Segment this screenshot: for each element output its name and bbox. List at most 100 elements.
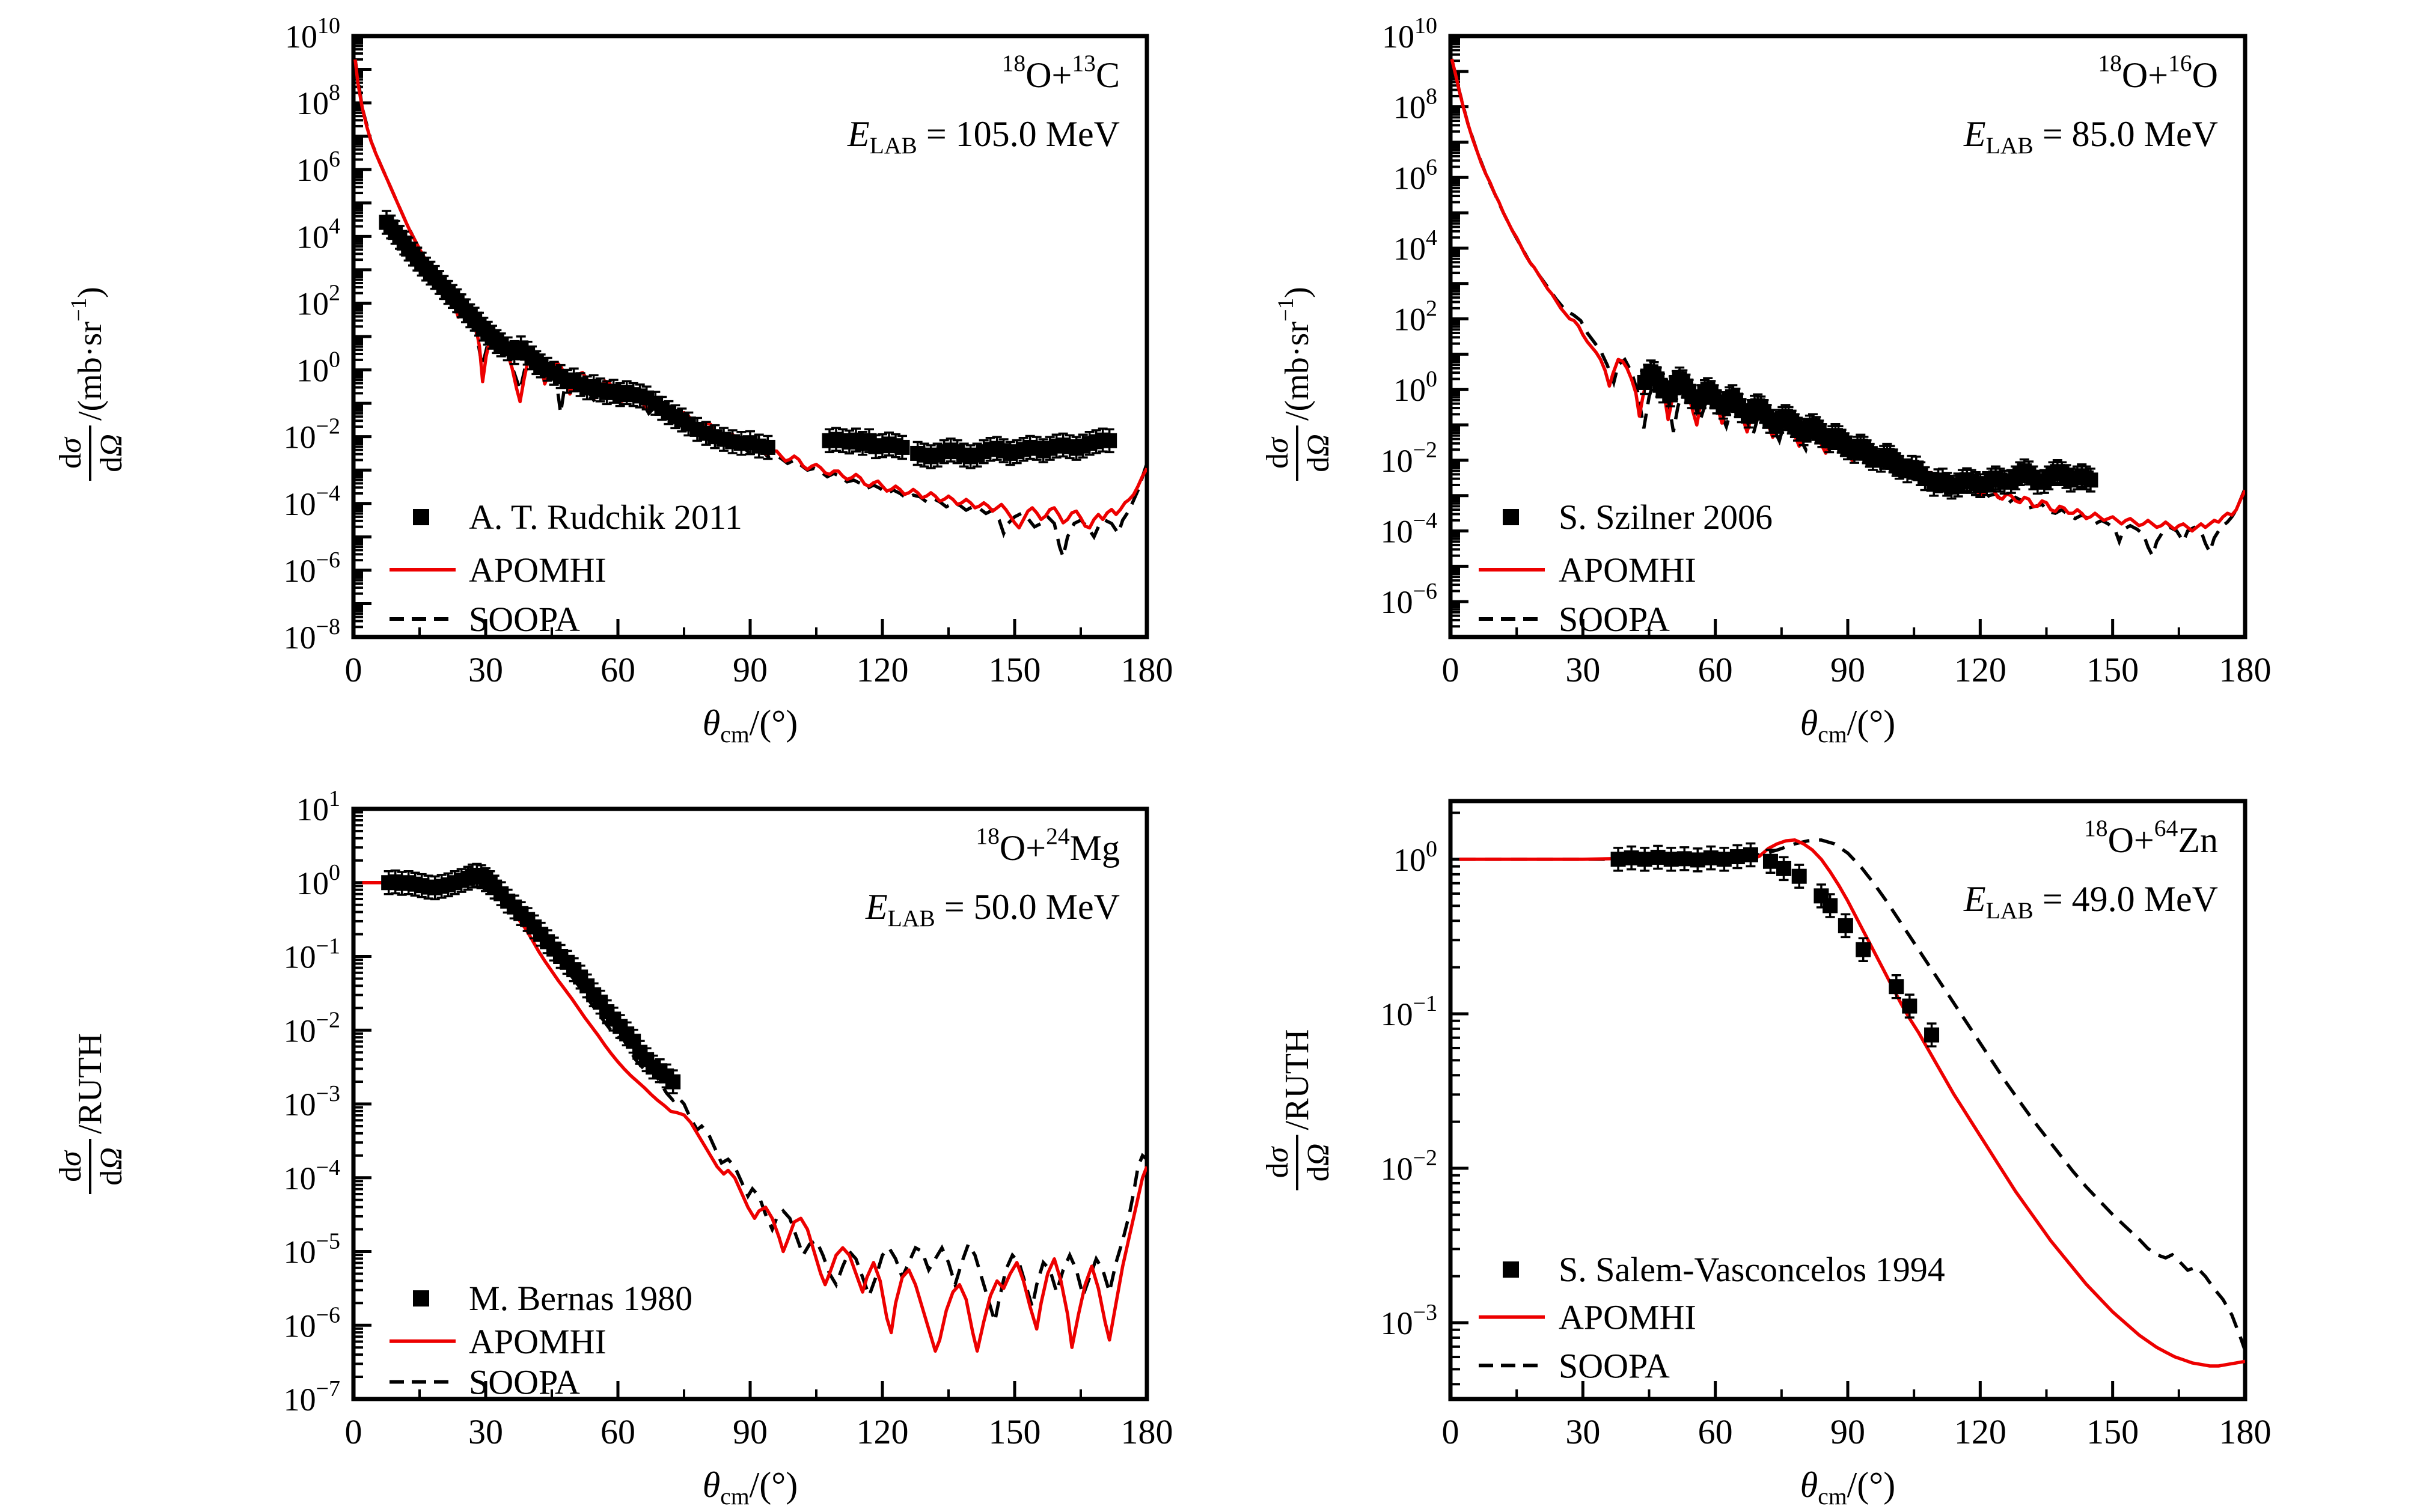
legend-item-s-salem-vasconcelos-1994: S. Salem-Vasconcelos 1994 xyxy=(1503,1250,1945,1289)
y-axis-ticks xyxy=(1450,34,1468,639)
y-axis-ticks xyxy=(1450,811,1468,1386)
panel-title: 18O+64Zn xyxy=(2084,815,2218,860)
data-point-marker xyxy=(1610,852,1626,867)
y-tick-label: 1010 xyxy=(1382,13,1437,55)
panel-3-chart: 100 10−1 10−2 10−3 0 30 60 90 120 150 180 S. Salem-… xyxy=(1260,799,2272,1510)
data-point-marker xyxy=(760,439,775,455)
x-tick-labels: 0 30 60 90 120 150 180 xyxy=(1442,1412,2272,1451)
x-axis-ticks xyxy=(352,1381,1149,1399)
energy-label: ELAB = 50.0 MeV xyxy=(865,887,1120,931)
y-tick-label: 10−6 xyxy=(284,547,340,589)
x-axis-ticks xyxy=(1449,1381,2247,1399)
energy-label: ELAB = 105.0 MeV xyxy=(847,114,1120,159)
y-label-numerator: dσ xyxy=(53,1150,88,1182)
y-tick-label: 100 xyxy=(296,860,340,901)
series-soopa-line xyxy=(1459,838,2245,1352)
y-label-suffix: /RUTH xyxy=(1279,1029,1316,1130)
y-tick-label: 104 xyxy=(296,213,340,255)
legend-item-a-t-rudchik-2011: A. T. Rudchik 2011 xyxy=(413,498,742,537)
y-tick-label: 10−2 xyxy=(284,414,340,456)
x-axis-label: θcm/(°) xyxy=(1800,703,1895,748)
y-axis-ticks xyxy=(353,34,371,639)
y-label-denominator: dΩ xyxy=(94,434,129,472)
data-point-marker xyxy=(1716,852,1732,867)
y-tick-labels: 100 10−1 10−2 10−3 xyxy=(1381,837,1437,1341)
series-soopa-line xyxy=(362,871,1147,1322)
data-point-marker xyxy=(1703,850,1719,866)
y-tick-labels: 101 100 10−1 10−2 10−3 10−4 10−5 10−6 10−7 xyxy=(284,786,340,1418)
y-tick-label: 10−4 xyxy=(1381,508,1437,550)
x-tick-label: 120 xyxy=(1954,1412,2006,1451)
x-tick-label: 0 xyxy=(1442,1412,1459,1451)
y-tick-label: 102 xyxy=(1393,296,1437,338)
legend-item-apomhi: APOMHI xyxy=(390,550,607,590)
x-tick-label: 120 xyxy=(1954,650,2006,689)
y-tick-label: 10−3 xyxy=(1381,1300,1437,1341)
y-tick-label: 102 xyxy=(296,280,340,322)
data-point-marker xyxy=(1690,852,1705,868)
x-tick-label: 90 xyxy=(1830,650,1865,689)
y-tick-label: 108 xyxy=(296,80,340,121)
legend-marker-square xyxy=(1503,1261,1519,1278)
legend-label: SOOPA xyxy=(469,1363,580,1402)
x-axis-ticks xyxy=(1449,619,2247,637)
legend-marker-square xyxy=(413,509,429,525)
data-point-marker xyxy=(1924,1027,1940,1043)
legend-label: APOMHI xyxy=(1559,1298,1696,1337)
y-tick-label: 10−4 xyxy=(284,481,340,522)
y-tick-label: 101 xyxy=(296,786,340,828)
data-point-marker xyxy=(1102,433,1117,448)
x-tick-label: 180 xyxy=(2219,650,2272,689)
y-tick-labels: 1010 108 106 104 102 100 10−2 10−4 10−6 10−8 xyxy=(284,13,340,656)
panel-title: 18O+13C xyxy=(1002,50,1120,95)
x-tick-label: 150 xyxy=(989,650,1041,689)
x-tick-labels: 0 30 60 90 120 150 180 xyxy=(345,650,1173,689)
series-apomhi-line xyxy=(362,872,1147,1353)
legend-marker-square xyxy=(413,1290,429,1307)
x-tick-label: 30 xyxy=(468,1412,503,1451)
x-tick-label: 90 xyxy=(1830,1412,1865,1451)
x-tick-label: 30 xyxy=(468,650,503,689)
legend-item-apomhi: APOMHI xyxy=(1479,550,1696,590)
x-tick-labels: 0 30 60 90 120 150 180 xyxy=(345,1412,1173,1451)
legend-label: SOOPA xyxy=(1559,1346,1670,1385)
legend-label: S. Salem-Vasconcelos 1994 xyxy=(1559,1250,1945,1289)
y-label-numerator: dσ xyxy=(1260,1145,1295,1178)
x-tick-label: 60 xyxy=(600,650,635,689)
y-tick-label: 104 xyxy=(1393,225,1437,267)
data-point-marker xyxy=(1838,918,1853,933)
series-data-points xyxy=(1610,842,1940,1047)
legend-item-apomhi: APOMHI xyxy=(390,1322,607,1361)
data-point-marker xyxy=(665,1074,681,1090)
x-tick-label: 180 xyxy=(1121,1412,1173,1451)
x-tick-label: 90 xyxy=(733,1412,768,1451)
legend-item-soopa: SOOPA xyxy=(390,600,580,639)
y-tick-label: 10−6 xyxy=(284,1302,340,1344)
y-label-denominator: dΩ xyxy=(1301,434,1336,472)
x-tick-label: 180 xyxy=(1121,650,1173,689)
y-label-denominator: dΩ xyxy=(1301,1144,1336,1182)
legend-label: A. T. Rudchik 2011 xyxy=(469,498,742,537)
legend-label: APOMHI xyxy=(469,550,607,590)
y-tick-label: 10−2 xyxy=(1381,1145,1437,1187)
x-tick-label: 30 xyxy=(1565,1412,1600,1451)
legend-item-soopa: SOOPA xyxy=(1479,1346,1670,1385)
legend-label: M. Bernas 1980 xyxy=(469,1279,692,1318)
data-point-marker xyxy=(1856,942,1871,957)
panel-0-chart: 1010 108 106 104 102 100 10−2 10−4 10−6 10−80 30 60… xyxy=(53,13,1173,748)
legend-item-soopa: SOOPA xyxy=(390,1363,580,1402)
legend-item-apomhi: APOMHI xyxy=(1479,1298,1696,1337)
data-point-marker xyxy=(1637,852,1652,867)
legend-item-s-szilner-2006: S. Szilner 2006 xyxy=(1503,498,1773,537)
x-axis-ticks xyxy=(352,619,1149,637)
y-tick-label: 10−5 xyxy=(284,1229,340,1270)
y-label-suffix: /(mb·sr−1) xyxy=(66,287,109,421)
y-tick-label: 10−1 xyxy=(284,934,340,975)
data-point-marker xyxy=(1791,868,1807,884)
legend: A. T. Rudchik 2011 APOMHI SOOPA xyxy=(390,498,742,639)
legend-item-soopa: SOOPA xyxy=(1479,600,1670,639)
legend-item-m-bernas-1980: M. Bernas 1980 xyxy=(413,1279,692,1318)
panel-title: 18O+24Mg xyxy=(976,823,1120,868)
